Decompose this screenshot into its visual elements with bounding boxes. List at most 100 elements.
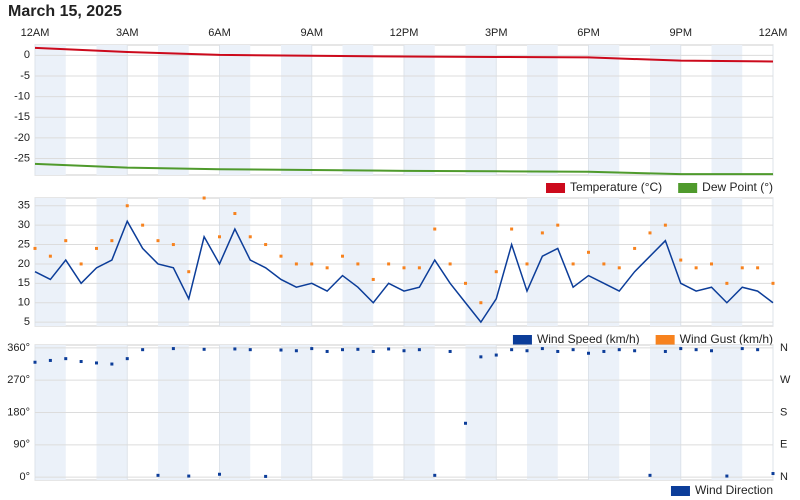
point: [341, 348, 344, 352]
point: [33, 246, 37, 250]
y-tick-label: -25: [14, 152, 30, 164]
page-title: March 15, 2025: [8, 3, 122, 20]
point: [48, 254, 52, 258]
point: [464, 281, 467, 285]
point: [310, 347, 314, 351]
point: [417, 348, 421, 352]
point: [341, 254, 344, 258]
point: [294, 349, 298, 353]
hour-band: [650, 45, 681, 175]
point: [602, 349, 606, 353]
point: [64, 357, 68, 361]
point: [740, 347, 744, 351]
y-tick-label: 360°: [7, 342, 30, 354]
point: [48, 358, 52, 362]
point: [79, 262, 83, 266]
point: [571, 262, 575, 266]
x-tick-label: 3PM: [485, 27, 508, 39]
x-tick-label: 6AM: [208, 27, 231, 39]
point: [694, 348, 698, 352]
series-line: [34, 219, 774, 324]
y-tick-label: 20: [18, 258, 30, 270]
point: [433, 473, 437, 477]
hour-band: [342, 198, 374, 326]
y-tick-label: 0: [24, 49, 30, 61]
point: [279, 254, 283, 258]
point: [294, 262, 298, 266]
y-tick-label: 30: [18, 219, 30, 231]
legend-label: Temperature (°C): [570, 180, 662, 194]
hour-band: [404, 198, 435, 326]
point: [556, 349, 560, 353]
hour-band: [465, 198, 497, 326]
point: [633, 246, 637, 250]
point: [156, 473, 160, 477]
legend-swatch: [546, 183, 566, 193]
y2-tick-label: S: [780, 406, 787, 418]
point: [279, 348, 283, 352]
x-tick-label: 9PM: [669, 27, 692, 39]
y2-tick-label: E: [780, 439, 787, 451]
y-tick-label: -5: [20, 70, 30, 82]
point: [617, 348, 621, 352]
point: [110, 239, 114, 243]
point: [710, 349, 713, 353]
y2-tick-label: W: [780, 374, 791, 386]
point: [756, 266, 760, 270]
point: [233, 212, 237, 216]
x-tick-label: 12PM: [390, 27, 419, 39]
point: [479, 301, 483, 305]
point: [663, 349, 667, 353]
point: [387, 262, 391, 266]
point: [633, 349, 637, 353]
x-tick-label: 9AM: [300, 27, 323, 39]
hour-band: [219, 45, 251, 175]
y2-tick-label: N: [780, 342, 788, 354]
point: [218, 235, 221, 239]
y-tick-label: 0°: [19, 471, 30, 483]
point: [448, 349, 452, 353]
y-tick-label: 270°: [7, 374, 30, 386]
point: [141, 348, 145, 352]
point: [525, 349, 529, 353]
point: [402, 266, 406, 270]
point: [556, 223, 560, 227]
y-tick-label: -10: [14, 90, 30, 102]
point: [494, 270, 498, 274]
point: [95, 361, 98, 365]
point: [125, 357, 129, 361]
series-line: [34, 162, 773, 176]
point: [679, 347, 683, 351]
legend-label: Wind Gust (km/h): [680, 332, 773, 346]
hour-band: [342, 45, 374, 175]
point: [233, 347, 237, 351]
x-tick-label: 12AM: [21, 27, 50, 39]
point: [371, 277, 375, 281]
hour-band: [219, 198, 251, 326]
point: [325, 349, 329, 353]
point: [433, 227, 437, 231]
y-tick-label: 25: [18, 238, 30, 250]
point: [479, 355, 483, 359]
hour-band: [35, 198, 66, 326]
legend-swatch: [670, 486, 690, 496]
point: [494, 353, 498, 357]
point: [264, 474, 268, 478]
hour-band: [465, 45, 497, 175]
point: [356, 262, 360, 266]
hour-band: [711, 198, 743, 326]
point: [648, 473, 652, 477]
point: [171, 243, 175, 247]
legend-swatch: [655, 335, 675, 345]
point: [33, 360, 37, 364]
point: [448, 262, 452, 266]
point: [510, 348, 514, 352]
point: [525, 262, 529, 266]
point: [694, 266, 698, 270]
point: [540, 231, 544, 235]
hour-band: [650, 198, 681, 326]
point: [510, 227, 514, 231]
x-tick-label: 3AM: [116, 27, 139, 39]
hour-band: [96, 45, 128, 175]
legend-swatch: [512, 335, 532, 345]
